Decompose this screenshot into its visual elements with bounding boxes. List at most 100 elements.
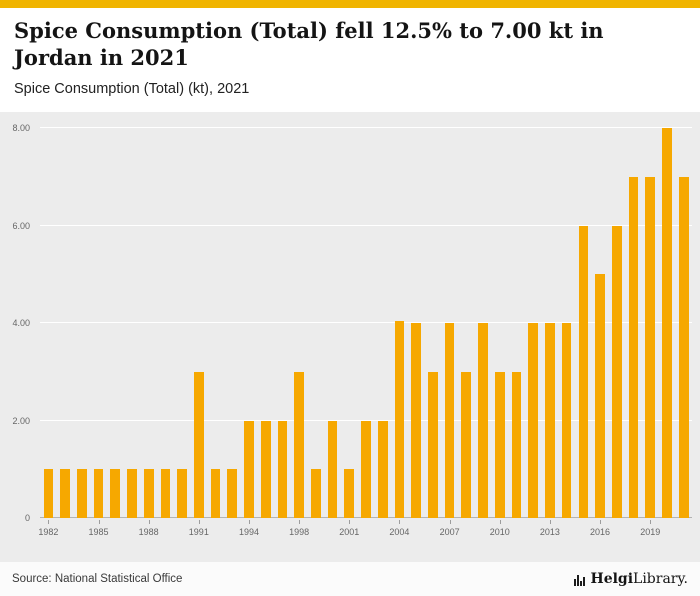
y-tick-label: 2.00	[12, 415, 30, 426]
bar-2010	[494, 371, 505, 518]
x-tick-label: 1985	[88, 527, 109, 537]
x-tick-mark	[399, 520, 401, 524]
x-tick-mark	[98, 520, 100, 524]
x-tick-mark	[650, 520, 652, 524]
x-tick-mark	[499, 520, 501, 524]
bar-slot	[675, 128, 692, 518]
bar-slot	[475, 128, 492, 518]
bar-slot	[542, 128, 559, 518]
x-tick-mark	[198, 520, 200, 524]
bar-slot	[358, 128, 375, 518]
bar-2020	[662, 128, 672, 518]
bar-slot	[257, 128, 274, 518]
x-tick-label: 2013	[539, 527, 560, 537]
bar-slot	[124, 128, 141, 518]
bar-1995	[260, 420, 271, 518]
x-tick-mark	[248, 520, 250, 524]
bar-slot	[391, 128, 408, 518]
bar-2017	[611, 225, 622, 518]
bar-2012	[528, 323, 539, 518]
bar-slot	[608, 128, 625, 518]
bar-slot	[341, 128, 358, 518]
bar-slot	[458, 128, 475, 518]
helgilibrary-logo: HelgiLibrary.	[574, 571, 688, 587]
bar-slot	[525, 128, 542, 518]
bar-slot	[57, 128, 74, 518]
x-tick-mark	[349, 520, 351, 524]
bar-2001	[344, 469, 355, 518]
bar-1999	[311, 469, 321, 518]
bar-slot	[140, 128, 157, 518]
bar-slot	[190, 128, 207, 518]
x-tick-label: 1994	[238, 527, 259, 537]
x-tick-label: 2007	[439, 527, 460, 537]
logo-text-bold: Helgi	[590, 571, 634, 587]
bar-1996	[277, 420, 288, 518]
bar-2014	[561, 323, 572, 518]
bar-2008	[461, 371, 472, 518]
bar-2015	[578, 225, 589, 518]
bar-slot	[324, 128, 341, 518]
bar-1982	[43, 469, 54, 518]
y-tick-label: 0	[24, 513, 30, 523]
bar-2011	[511, 371, 522, 518]
bar-1991	[193, 371, 204, 518]
gridline	[40, 127, 692, 128]
bar-1985	[93, 469, 104, 518]
bar-2021	[678, 176, 689, 518]
bar-1990	[177, 469, 187, 518]
bar-slot	[241, 128, 258, 518]
bar-1992	[210, 469, 221, 518]
logo-text: HelgiLibrary.	[590, 571, 688, 587]
bar-1984	[76, 469, 87, 518]
x-tick-label: 2019	[640, 527, 661, 537]
bar-2007	[444, 323, 455, 518]
bar-2006	[428, 371, 438, 518]
chart-footer: Source: National Statistical Office Helg…	[0, 562, 700, 596]
bar-slot	[157, 128, 174, 518]
bar-slot	[107, 128, 124, 518]
bar-2002	[361, 420, 371, 518]
bar-slot	[291, 128, 308, 518]
x-tick-mark	[600, 520, 602, 524]
x-tick-label: 2001	[339, 527, 360, 537]
bar-slot	[224, 128, 241, 518]
x-tick-mark	[148, 520, 150, 524]
bar-slot	[207, 128, 224, 518]
bar-1986	[110, 469, 121, 518]
bar-slot	[73, 128, 90, 518]
bar-slot	[374, 128, 391, 518]
x-tick-label: 1982	[38, 527, 59, 537]
bar-slot	[425, 128, 442, 518]
chart-area: 0 2.00 4.00 6.00 8.00 1982 1985 1988 1991 1994 19…	[0, 112, 700, 562]
chart-header: Spice Consumption (Total) fell 12.5% to …	[0, 8, 700, 112]
y-tick-label: 8.00	[12, 123, 30, 133]
bar-2009	[478, 323, 488, 518]
y-tick-label: 6.00	[12, 220, 30, 231]
bar-slot	[441, 128, 458, 518]
bar-2018	[628, 176, 639, 518]
x-tick-mark	[449, 520, 451, 524]
bar-2005	[411, 323, 422, 518]
bar-1994	[244, 420, 254, 518]
bar-chart-icon	[574, 573, 586, 586]
bar-2013	[545, 323, 555, 518]
bar-slot	[491, 128, 508, 518]
y-axis: 0 2.00 4.00 6.00 8.00	[0, 123, 34, 523]
bar-slot	[625, 128, 642, 518]
gridline	[40, 322, 692, 323]
bar-slot	[575, 128, 592, 518]
x-tick-label: 2010	[489, 527, 510, 537]
bar-1988	[143, 469, 154, 518]
chart-subtitle: Spice Consumption (Total) (kt), 2021	[14, 80, 250, 97]
x-tick-label: 2004	[389, 527, 410, 537]
bar-2016	[595, 274, 605, 518]
source-label: Source: National Statistical Office	[12, 573, 183, 585]
chart-title: Spice Consumption (Total) fell 12.5% to …	[14, 18, 604, 70]
bar-2004	[394, 320, 405, 518]
bar-2003	[377, 420, 388, 518]
bar-1987	[127, 469, 137, 518]
bar-slot	[308, 128, 325, 518]
bar-slot	[174, 128, 191, 518]
